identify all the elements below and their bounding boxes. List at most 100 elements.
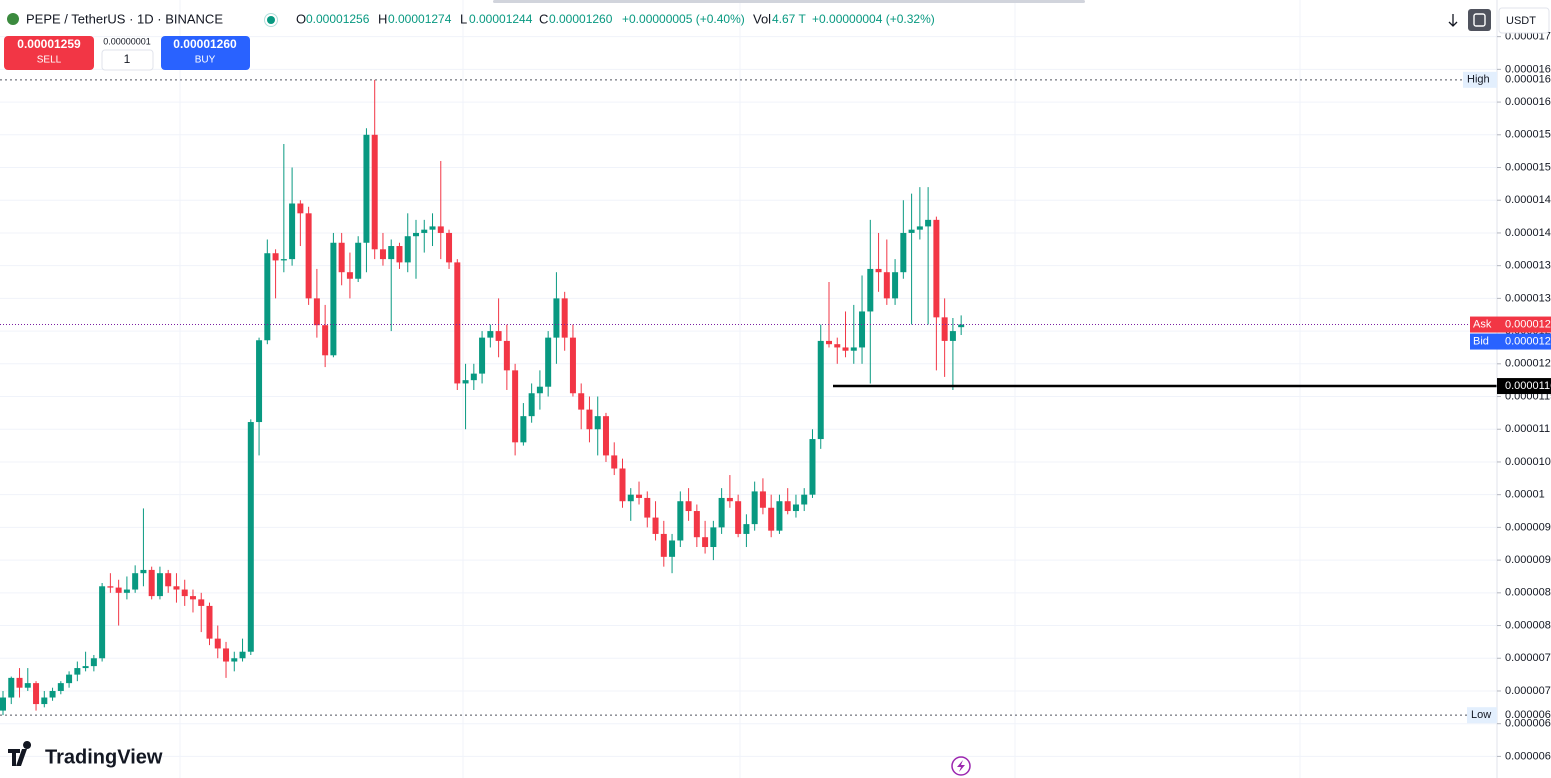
candle-body bbox=[817, 340, 824, 440]
status-ring bbox=[264, 13, 278, 27]
candle-body bbox=[842, 347, 849, 351]
candle-body bbox=[470, 373, 477, 381]
candle-body bbox=[346, 272, 353, 279]
candle-body bbox=[214, 638, 221, 649]
low-label: L bbox=[460, 11, 467, 26]
candle-body bbox=[272, 253, 279, 261]
candle-body bbox=[735, 501, 742, 534]
candle-body bbox=[495, 331, 502, 341]
candle-body bbox=[826, 340, 832, 345]
candle-body bbox=[379, 249, 386, 260]
candle-body bbox=[545, 337, 552, 387]
currency: USDT bbox=[1506, 15, 1536, 27]
horizontal-line-price-bg bbox=[1497, 378, 1551, 395]
status-dot bbox=[267, 16, 275, 24]
line-label: Low bbox=[1471, 709, 1491, 721]
y-tick-label: 0.0000135 bbox=[1505, 260, 1551, 272]
volume-label: Vol bbox=[753, 11, 771, 26]
buy-bg bbox=[161, 36, 250, 70]
volume: 4.67 T bbox=[772, 12, 806, 26]
candle-body bbox=[883, 272, 890, 299]
currency-button[interactable] bbox=[1498, 7, 1550, 34]
candle-body bbox=[239, 651, 246, 659]
plot bbox=[0, 36, 1497, 757]
low-value: 0.00001244 bbox=[469, 12, 533, 26]
buy-button[interactable]: 0.00001260 BUY bbox=[161, 36, 250, 70]
candle-body bbox=[99, 586, 106, 659]
candle-body bbox=[115, 587, 122, 593]
y-tick-label: 0.0000165 bbox=[1505, 63, 1551, 75]
candle-body bbox=[619, 468, 626, 502]
logo-mark bbox=[8, 741, 32, 766]
candle-body bbox=[528, 393, 535, 417]
candle-body bbox=[363, 134, 370, 243]
candle-body bbox=[462, 380, 469, 384]
candle-body bbox=[140, 569, 147, 574]
candle-body bbox=[429, 226, 436, 230]
overlay: PEPE / TetherUS · 1D · BINANCE O 0.00001… bbox=[4, 0, 1550, 776]
y-tick-label: 0.000017 bbox=[1505, 31, 1551, 43]
candle-body bbox=[743, 524, 750, 534]
candle-body bbox=[8, 677, 15, 698]
candle-body bbox=[759, 491, 766, 508]
candle-body bbox=[305, 213, 312, 299]
close-value: 0.00001260 bbox=[549, 12, 613, 26]
bid-label-bg bbox=[1470, 333, 1497, 350]
candle-body bbox=[578, 393, 585, 410]
candle-body bbox=[280, 259, 287, 261]
candle-body bbox=[82, 666, 89, 669]
candle-body bbox=[371, 134, 378, 250]
candle-body bbox=[446, 232, 453, 263]
symbol: PEPE / TetherUS · 1D · BINANCE bbox=[26, 11, 223, 26]
candle-body bbox=[355, 242, 362, 279]
candle-body bbox=[594, 416, 601, 430]
candle-body bbox=[553, 298, 560, 338]
candle-body bbox=[892, 272, 899, 299]
label-bg bbox=[1463, 71, 1497, 88]
y-tick-label: 0.000016 bbox=[1505, 96, 1551, 108]
candle-body bbox=[256, 340, 263, 423]
candle-body bbox=[850, 347, 857, 351]
candle-body bbox=[231, 658, 238, 662]
bid-price-bg bbox=[1497, 333, 1551, 350]
candle-body bbox=[958, 324, 965, 328]
sell-button[interactable]: 0.00001259 SELL bbox=[4, 36, 94, 70]
candle-body bbox=[132, 573, 139, 590]
candle-body bbox=[41, 697, 48, 705]
auto-button[interactable] bbox=[1468, 9, 1491, 31]
watermark: TradingView bbox=[45, 746, 163, 768]
line-price: 0.00001634 bbox=[1505, 74, 1551, 86]
candle-body bbox=[702, 537, 709, 548]
y-tick-label: 0.0000155 bbox=[1505, 129, 1551, 141]
arrow-icon bbox=[1448, 14, 1458, 27]
candle-body bbox=[726, 497, 733, 502]
close-label: C bbox=[539, 11, 548, 26]
candle-body bbox=[801, 494, 808, 505]
lightning-icon bbox=[957, 760, 965, 772]
candle-body bbox=[74, 668, 81, 675]
sell-bg bbox=[4, 36, 94, 70]
line-price: 0.00000663 bbox=[1505, 709, 1551, 721]
candle-body bbox=[859, 311, 866, 348]
buy-label: BUY bbox=[195, 55, 216, 66]
y-tick-label: 0.000008 bbox=[1505, 619, 1551, 631]
y-tick-label: 0.00001 bbox=[1505, 489, 1545, 501]
ask-label: Ask bbox=[1473, 318, 1492, 330]
candle-body bbox=[677, 501, 684, 541]
y-tick-label: 0.000006 bbox=[1505, 750, 1551, 762]
candle-body bbox=[916, 226, 923, 230]
candle-body bbox=[627, 494, 634, 502]
candle-body bbox=[66, 674, 73, 684]
candle-body bbox=[322, 325, 329, 356]
candle-body bbox=[330, 242, 337, 356]
qty-box[interactable] bbox=[101, 49, 154, 71]
candle-body bbox=[156, 573, 163, 597]
candle-body bbox=[264, 253, 271, 341]
candle-body bbox=[925, 219, 932, 227]
candle-body bbox=[404, 236, 411, 263]
candle-body bbox=[49, 690, 56, 698]
candle-body bbox=[660, 533, 667, 557]
candle-body bbox=[941, 317, 948, 341]
high-value: 0.00001274 bbox=[388, 12, 452, 26]
